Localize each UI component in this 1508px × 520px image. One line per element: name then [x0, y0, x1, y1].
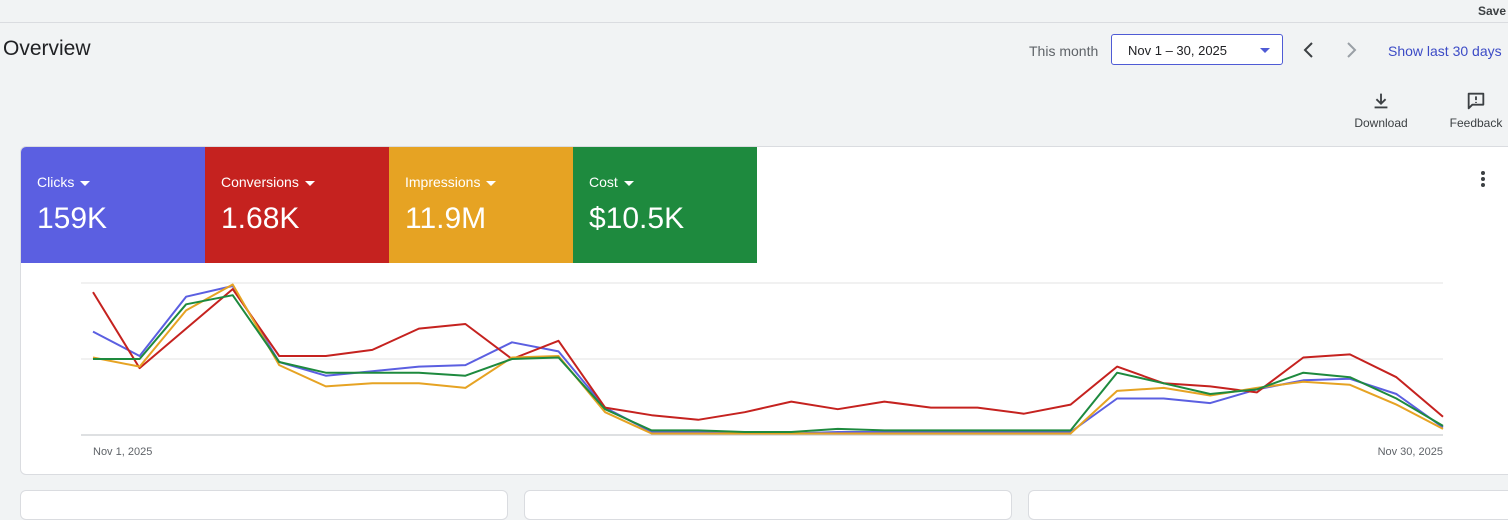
- series-line-3: [93, 294, 1444, 433]
- metric-value: 11.9M: [405, 202, 487, 235]
- feedback-label: Feedback: [1449, 116, 1503, 130]
- chevron-left-icon: [1303, 42, 1313, 58]
- date-range-label: This month: [1029, 43, 1099, 59]
- date-range-select[interactable]: Nov 1 – 30, 2025: [1111, 34, 1283, 65]
- more-options-button[interactable]: [1473, 169, 1493, 189]
- feedback-icon: [1467, 92, 1485, 110]
- metric-value: $10.5K: [589, 202, 685, 235]
- metric-tile-impressions[interactable]: Impressions 11.9M: [389, 147, 573, 263]
- caret-down-icon: [304, 180, 315, 186]
- previous-period-button[interactable]: [1297, 38, 1321, 62]
- show-last-30-days-link[interactable]: Show last 30 days: [1388, 43, 1502, 59]
- chevron-down-icon: [1260, 48, 1270, 53]
- chevron-right-icon: [1347, 42, 1357, 58]
- series-line-0: [92, 285, 1444, 435]
- next-period-button[interactable]: [1339, 38, 1363, 62]
- download-label: Download: [1354, 116, 1408, 130]
- bottom-card-1: [20, 490, 508, 520]
- metric-label: Impressions: [405, 174, 481, 190]
- bottom-card-3: [1028, 490, 1508, 520]
- page-title: Overview: [3, 37, 91, 60]
- caret-down-icon: [486, 180, 497, 186]
- chart-series: [92, 283, 1444, 435]
- metric-label: Clicks: [37, 174, 75, 190]
- metric-label: Conversions: [221, 174, 299, 190]
- metric-value: 1.68K: [221, 202, 300, 235]
- x-axis-start-label: Nov 1, 2025: [93, 446, 152, 458]
- metric-label: Cost: [589, 174, 618, 190]
- metric-value: 159K: [37, 202, 108, 235]
- series-line-1: [92, 288, 1444, 421]
- feedback-button[interactable]: Feedback: [1441, 90, 1508, 130]
- more-vert-icon: [1481, 171, 1485, 187]
- bottom-card-2: [524, 490, 1012, 520]
- performance-card: Clicks 159K Conversions 1.68K Impression…: [20, 146, 1508, 475]
- download-button[interactable]: Download: [1346, 90, 1416, 130]
- save-button[interactable]: Save: [1477, 4, 1506, 18]
- download-icon: [1374, 93, 1388, 109]
- x-axis-end-label: Nov 30, 2025: [1378, 446, 1443, 458]
- metric-tile-clicks[interactable]: Clicks 159K: [21, 147, 205, 263]
- caret-down-icon: [80, 180, 91, 186]
- date-range-value: Nov 1 – 30, 2025: [1128, 43, 1228, 58]
- caret-down-icon: [623, 180, 634, 186]
- top-divider: [0, 22, 1508, 23]
- performance-line-chart: Nov 1, 2025 Nov 30, 2025: [81, 282, 1444, 458]
- metric-tile-cost[interactable]: Cost $10.5K: [573, 147, 757, 263]
- chart-gridlines: [81, 282, 1443, 436]
- metric-tile-conversions[interactable]: Conversions 1.68K: [205, 147, 389, 263]
